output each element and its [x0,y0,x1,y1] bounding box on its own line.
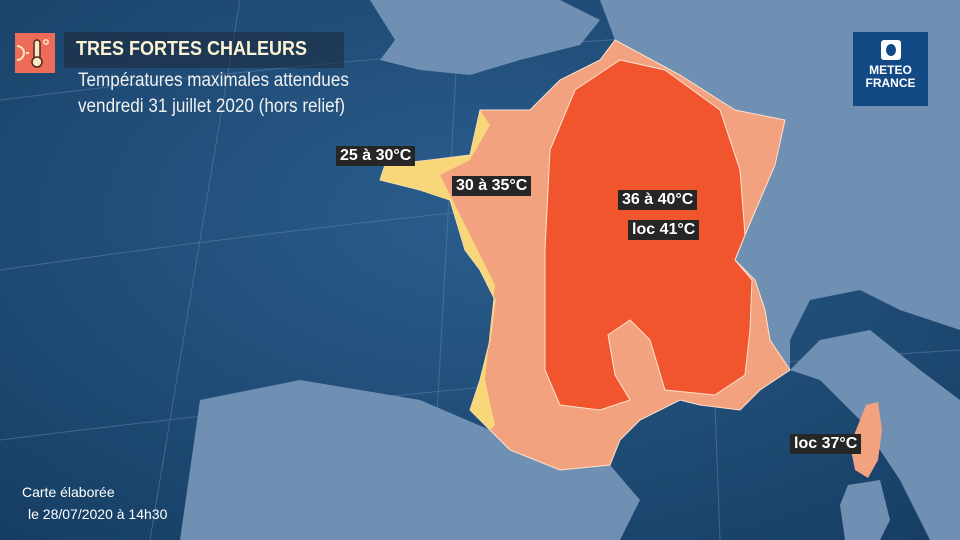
label-25-30: 25 à 30°C [336,146,416,166]
land-spain [180,380,640,540]
footer-line2: le 28/07/2020 à 14h30 [28,506,168,522]
label-36-40: 36 à 40°C [618,190,698,210]
label-loc-41: loc 41°C [628,220,700,240]
logo-text-2: FRANCE [865,76,916,90]
thermometer-sun-icon [15,33,55,73]
subtitle-line1: Températures maximales attendues [78,70,349,91]
label-loc-37: loc 37°C [790,434,862,454]
footer-line1: Carte élaborée [22,484,115,500]
meteo-france-logo: METEO FRANCE [853,32,928,106]
logo-text-1: METEO [869,63,912,77]
page-title: TRES FORTES CHALEURS [76,38,308,60]
land-uk [370,0,600,75]
subtitle-line2: vendredi 31 juillet 2020 (hors relief) [78,96,346,117]
zone-25-30 [380,110,495,430]
land-corsica [850,402,882,478]
title-banner [64,32,344,68]
logo-mark-icon [880,40,901,60]
label-30-35: 30 à 35°C [452,176,532,196]
land-sardinia [840,480,890,540]
